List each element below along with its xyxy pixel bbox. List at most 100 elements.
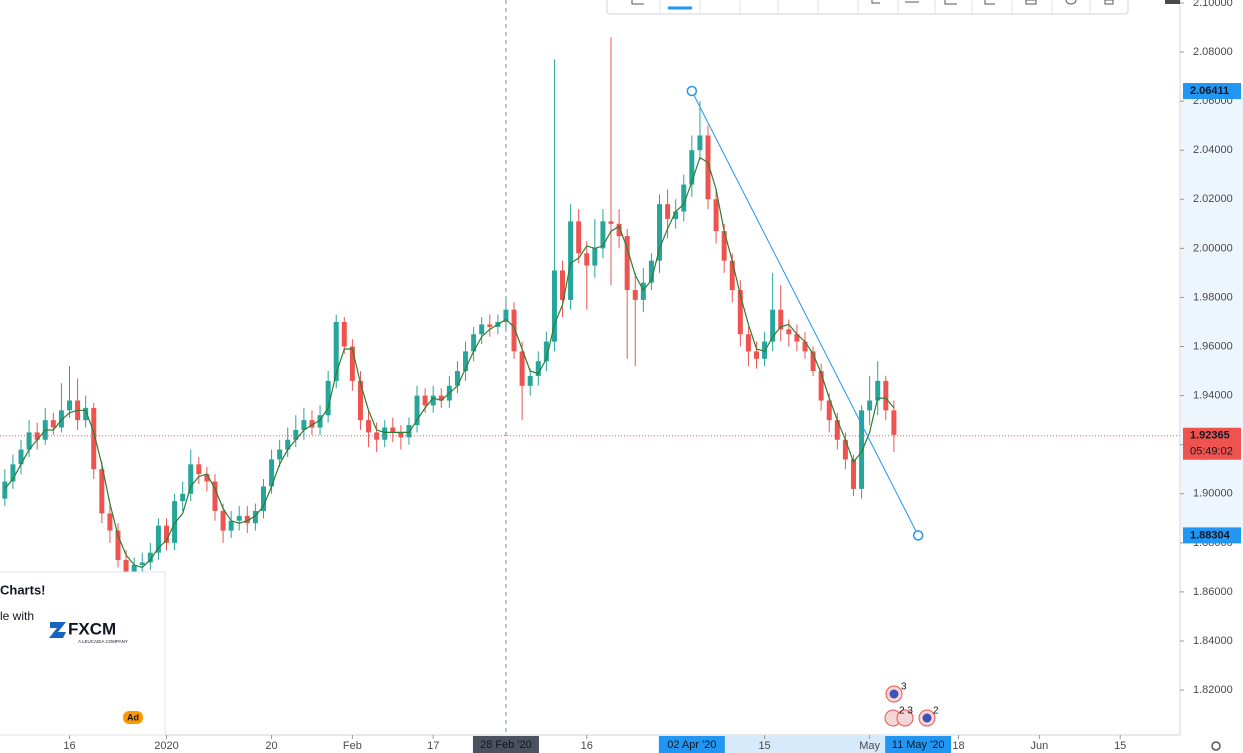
x-tick-label: 18 [952, 740, 964, 752]
candle-body [382, 427, 388, 440]
candle-body [551, 270, 557, 342]
candle-body [269, 459, 275, 487]
candle-body [753, 351, 759, 359]
candle-body [737, 290, 743, 335]
candle-body [147, 552, 153, 563]
candle-body [673, 211, 679, 219]
candle-body [883, 380, 889, 411]
candle-body [463, 351, 469, 372]
candle-body [58, 410, 64, 428]
candle-body [624, 236, 630, 291]
candle-body [648, 260, 654, 283]
candle-body [34, 432, 40, 440]
x-tick-label: 15 [1114, 740, 1126, 752]
candle-body [414, 395, 420, 426]
candle-body [301, 420, 307, 430]
candle-body [325, 380, 331, 416]
toolbar[interactable] [606, 0, 1129, 15]
candle-body [608, 221, 614, 224]
candle-body [430, 395, 436, 406]
candle-body [818, 371, 824, 401]
price-highlight-box [1183, 83, 1241, 100]
candle-body [374, 432, 380, 440]
candle-body [479, 324, 485, 335]
candle-body [770, 309, 776, 342]
candle-body [260, 486, 266, 511]
candle-body [18, 449, 24, 465]
ad-box[interactable]: Charts! le with FXCM A LEUCADIA COMPANY … [0, 571, 166, 736]
candle-body [422, 395, 428, 406]
candle-body [842, 439, 848, 460]
candle-body [220, 510, 226, 531]
candle-body [543, 341, 549, 362]
x-tick-label: 15 [758, 740, 770, 752]
candle-body [188, 464, 194, 494]
candle-body [584, 253, 590, 266]
candle-body [657, 204, 663, 261]
y-tick-label: 2.10000 [1193, 0, 1233, 9]
candle-body [172, 501, 178, 543]
plot-area [0, 0, 1180, 735]
price-range-highlight [1181, 91, 1243, 536]
candle-body [317, 415, 323, 428]
candle-body [333, 321, 339, 381]
candle-body [592, 248, 598, 266]
candle-body [196, 464, 202, 475]
x-axis-highlight-label: 28 Feb '20 [480, 739, 532, 751]
ad-logo-mark [49, 622, 66, 638]
settings-icon[interactable] [1211, 741, 1221, 751]
candle-body [123, 560, 129, 573]
candle-body [212, 481, 218, 511]
y-tick-label: 2.08000 [1193, 46, 1233, 58]
candle-body [568, 221, 574, 300]
countdown-label: 05:49:02 [1190, 446, 1233, 458]
y-tick-label: 2.04000 [1193, 144, 1233, 156]
candle-body [697, 135, 703, 151]
event-count: 2 [933, 706, 939, 717]
candle-body [471, 334, 477, 352]
event-count: 3 [901, 682, 907, 693]
candle-body [600, 221, 606, 249]
last-price-label: 1.92365 [1190, 430, 1230, 442]
ad-brand: FXCM [68, 619, 116, 638]
candle-body [745, 334, 751, 352]
candle-body [859, 410, 865, 489]
trendline-handle[interactable] [912, 530, 924, 541]
candle-body [438, 395, 444, 401]
y-tick-label: 1.98000 [1193, 291, 1233, 303]
y-tick-label: 1.90000 [1193, 488, 1233, 500]
candle-body [689, 150, 695, 185]
candle-body [454, 371, 460, 386]
candle-body [252, 510, 258, 524]
y-tick-label: 1.84000 [1193, 635, 1233, 647]
ad-badge [123, 711, 143, 724]
event-icon[interactable] [896, 709, 914, 727]
candle-body [786, 329, 792, 335]
ad-badge-label: Ad [127, 712, 139, 722]
x-axis-highlight-box [658, 736, 725, 753]
candle-body [640, 282, 646, 300]
candle-body [398, 432, 404, 438]
y-tick-label: 1.82000 [1193, 684, 1233, 696]
candle-body [366, 420, 372, 433]
candle-body [705, 135, 711, 200]
candle-body [794, 334, 800, 342]
candle-body [681, 184, 687, 212]
toolbar-box [606, 0, 1129, 15]
candle-body [826, 400, 832, 421]
candle-body [244, 515, 250, 524]
candle-body [802, 341, 808, 352]
candle-body [665, 204, 671, 219]
x-tick-label: 2020 [154, 740, 178, 752]
trendline-handle[interactable] [686, 85, 698, 97]
x-tick-label: 17 [427, 740, 439, 752]
event-count: 2 3 [899, 706, 913, 717]
y-tick-label: 1.86000 [1193, 586, 1233, 598]
candle-body [26, 432, 32, 450]
candle-body [139, 562, 145, 565]
candle-body [867, 400, 873, 411]
candle-body [762, 341, 768, 359]
